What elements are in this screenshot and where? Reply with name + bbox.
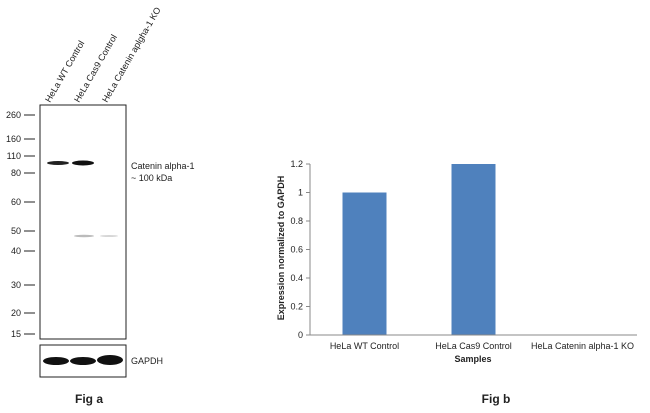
band-ko-gapdh (97, 355, 123, 365)
x-axis-categories: HeLa WT Control HeLa Cas9 Control HeLa Cat… (330, 341, 634, 351)
y-axis-label: Expression normalized to GAPDH (276, 176, 286, 321)
marker-ladder: 260 160 110 80 60 50 40 30 20 15 (6, 110, 35, 339)
bar-1 (342, 192, 387, 335)
lane-label-3: HeLa Catenin aplgha-1 KO (100, 5, 163, 104)
marker-40: 40 (11, 246, 21, 256)
fig-a-caption: Fig a (75, 392, 103, 406)
marker-50: 50 (11, 226, 21, 236)
marker-80: 80 (11, 168, 21, 178)
band-wt-target (47, 161, 69, 165)
y-axis-ticks: 0 0.2 0.4 0.6 0.8 1 1.2 (290, 159, 310, 340)
x-axis-label: Samples (454, 354, 491, 364)
marker-30: 30 (11, 280, 21, 290)
band-cas9-target (72, 160, 94, 166)
y-tick-label: 1.2 (290, 159, 303, 169)
x-category-label: HeLa WT Control (330, 341, 399, 351)
target-label-line2: ~ 100 kDa (131, 173, 172, 183)
marker-160: 160 (6, 134, 21, 144)
y-tick-label: 0 (298, 330, 303, 340)
marker-20: 20 (11, 308, 21, 318)
band-cas9-gapdh (70, 357, 96, 365)
marker-260: 260 (6, 110, 21, 120)
y-tick-label: 1 (298, 188, 303, 198)
band-ko-faint (100, 235, 118, 237)
x-category-label: HeLa Cas9 Control (435, 341, 512, 351)
western-blot-panel: HeLa WT Control HeLa Cas9 Control HeLa C… (6, 5, 195, 406)
marker-15: 15 (11, 329, 21, 339)
y-tick-label: 0.8 (290, 216, 303, 226)
target-label-line1: Catenin alpha-1 (131, 161, 195, 171)
gapdh-label: GAPDH (131, 356, 163, 366)
bar-2 (451, 164, 496, 335)
marker-60: 60 (11, 197, 21, 207)
blot-membrane (39, 104, 127, 340)
fig-b-caption: Fig b (482, 392, 511, 406)
y-tick-label: 0.4 (290, 273, 303, 283)
marker-110: 110 (7, 151, 21, 161)
bar-chart: Expression normalized to GAPDH 0 0.2 0.4 0.… (276, 159, 637, 406)
y-tick-label: 0.2 (290, 302, 303, 312)
bars (342, 164, 496, 335)
x-category-label: HeLa Catenin alpha-1 KO (531, 341, 634, 351)
band-cas9-faint (74, 234, 94, 238)
band-wt-gapdh (43, 357, 69, 365)
y-tick-label: 0.6 (290, 245, 303, 255)
